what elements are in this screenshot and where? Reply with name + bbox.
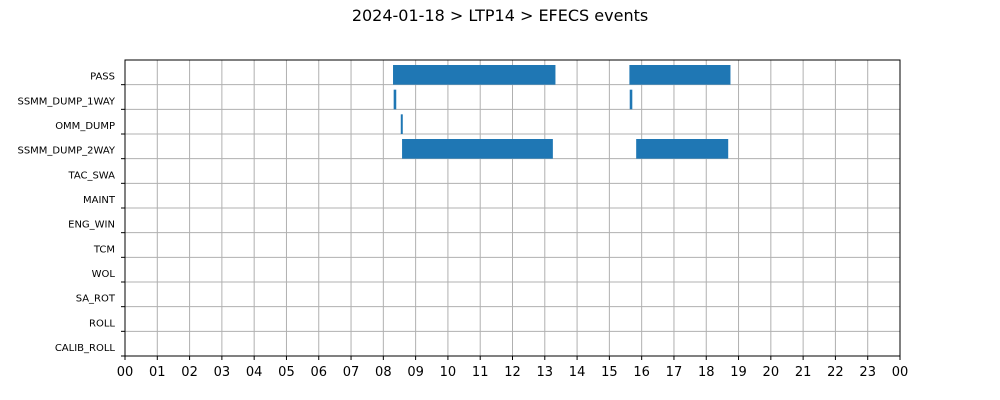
- y-tick-label: TAC_SWA: [67, 170, 115, 181]
- y-axis: PASS SSMM_DUMP_1WAY OMM_DUMP SSMM_DUMP_2WAY…: [17, 72, 125, 357]
- x-tick-label: 00: [117, 365, 134, 380]
- y-tick-label: SSMM_DUMP_2WAY: [17, 146, 115, 157]
- event-bar: [393, 65, 556, 85]
- x-tick-label: 05: [278, 365, 295, 380]
- x-tick-label: 17: [666, 365, 683, 380]
- x-tick-label: 14: [569, 365, 586, 380]
- x-tick-label: 07: [343, 365, 360, 380]
- y-tick-label: MAINT: [83, 195, 116, 206]
- x-tick-label: 06: [310, 365, 327, 380]
- chart-title: 2024-01-18 > LTP14 > EFECS events: [351, 6, 649, 25]
- event-bar: [629, 89, 633, 110]
- x-tick-label: 10: [440, 365, 457, 380]
- y-tick-label: PASS: [90, 72, 115, 83]
- event-bar: [629, 65, 731, 85]
- x-tick-label: 18: [698, 365, 715, 380]
- event-bar: [393, 89, 397, 110]
- x-tick-label: 20: [763, 365, 780, 380]
- x-tick-label: 13: [537, 365, 554, 380]
- y-tick-label: ENG_WIN: [68, 220, 115, 231]
- x-tick-label: 15: [601, 365, 618, 380]
- y-tick-label: CALIB_ROLL: [55, 343, 116, 354]
- x-tick-label: 22: [827, 365, 844, 380]
- x-tick-label: 16: [633, 365, 650, 380]
- y-tick-label: TCM: [93, 244, 115, 255]
- event-bars: [393, 65, 731, 159]
- event-bar: [636, 139, 729, 159]
- y-tick-label: SSMM_DUMP_1WAY: [17, 96, 115, 107]
- x-tick-label: 01: [149, 365, 166, 380]
- x-tick-label: 12: [504, 365, 521, 380]
- event-bar: [402, 139, 553, 159]
- x-axis: 00 01 02 03 04 05 06 07 08 09 10 11 12 13 14 15 16 17 18 19…: [117, 356, 909, 380]
- x-tick-label: 23: [859, 365, 876, 380]
- x-tick-label: 09: [407, 365, 424, 380]
- x-tick-label: 21: [795, 365, 812, 380]
- y-tick-label: OMM_DUMP: [55, 121, 115, 132]
- x-tick-label: 04: [246, 365, 263, 380]
- y-tick-label: ROLL: [89, 318, 115, 329]
- y-tick-label: WOL: [92, 269, 116, 280]
- x-tick-label: 03: [214, 365, 231, 380]
- grid: [124, 60, 901, 356]
- x-tick-label: 11: [472, 365, 489, 380]
- x-tick-label: 19: [730, 365, 747, 380]
- y-tick-label: SA_ROT: [76, 294, 116, 305]
- x-tick-label: 00: [892, 365, 909, 380]
- x-tick-label: 08: [375, 365, 392, 380]
- x-tick-label: 02: [181, 365, 198, 380]
- event-bar: [400, 114, 403, 134]
